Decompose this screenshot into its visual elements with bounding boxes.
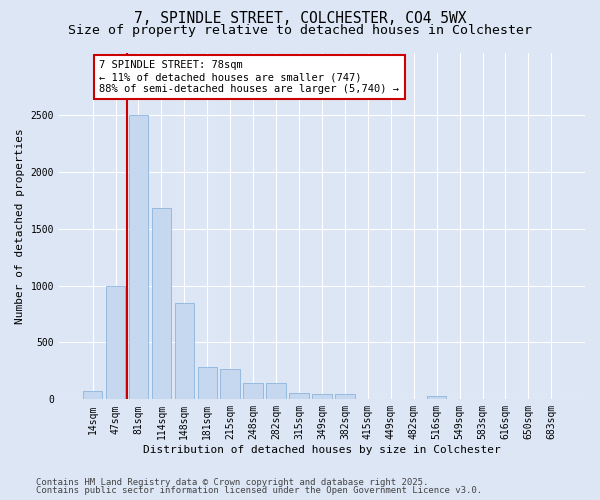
Text: Contains public sector information licensed under the Open Government Licence v3: Contains public sector information licen… [36, 486, 482, 495]
X-axis label: Distribution of detached houses by size in Colchester: Distribution of detached houses by size … [143, 445, 501, 455]
Bar [106, 286, 125, 400]
Bar [289, 392, 309, 400]
Bar [83, 391, 103, 400]
Bar [244, 384, 263, 400]
Text: 7, SPINDLE STREET, COLCHESTER, CO4 5WX: 7, SPINDLE STREET, COLCHESTER, CO4 5WX [134, 11, 466, 26]
Bar [220, 368, 240, 400]
Bar [129, 115, 148, 400]
Text: Contains HM Land Registry data © Crown copyright and database right 2025.: Contains HM Land Registry data © Crown c… [36, 478, 428, 487]
Bar [266, 384, 286, 400]
Y-axis label: Number of detached properties: Number of detached properties [15, 128, 25, 324]
Bar [427, 396, 446, 400]
Bar [312, 394, 332, 400]
Bar [152, 208, 171, 400]
Bar [175, 302, 194, 400]
Bar [197, 368, 217, 400]
Text: Size of property relative to detached houses in Colchester: Size of property relative to detached ho… [68, 24, 532, 37]
Bar [335, 394, 355, 400]
Text: 7 SPINDLE STREET: 78sqm
← 11% of detached houses are smaller (747)
88% of semi-d: 7 SPINDLE STREET: 78sqm ← 11% of detache… [100, 60, 400, 94]
